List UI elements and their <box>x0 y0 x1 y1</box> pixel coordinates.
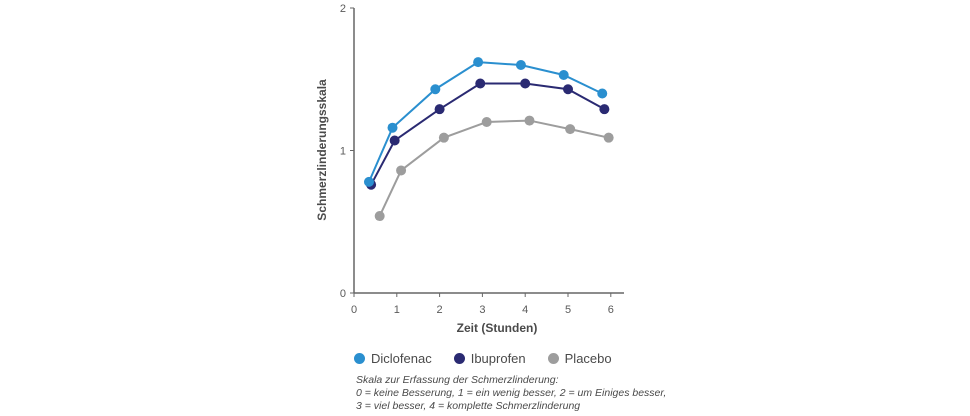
legend-marker-placebo <box>547 353 559 364</box>
series-line-placebo <box>378 119 609 217</box>
data-point-ibuprofen <box>599 104 610 115</box>
legend-label-placebo: Placebo <box>564 351 612 366</box>
x-tick-label: 4 <box>522 304 528 316</box>
data-point-placebo <box>524 115 535 126</box>
scale-note-line-2: 0 = keine Besserung, 1 = ein wenig besse… <box>356 387 667 399</box>
y-tick-label: 1 <box>340 146 346 158</box>
y-tick-label: 2 <box>340 3 346 15</box>
data-point-ibuprofen <box>520 78 531 89</box>
data-point-diclofenac <box>515 60 526 70</box>
data-point-placebo <box>374 211 385 222</box>
ticks: 0 1 2 3 4 5 6 0 1 2 <box>340 3 614 316</box>
data-point-diclofenac <box>387 122 398 133</box>
data-point-placebo <box>481 117 492 127</box>
scale-note: Skala zur Erfassung der Schmerzlinderung… <box>356 374 666 413</box>
series-line-ibuprofen <box>370 82 605 186</box>
x-tick-label: 2 <box>437 304 443 316</box>
legend-label-ibuprofen: Ibuprofen <box>470 351 526 366</box>
data-point-diclofenac <box>558 69 569 80</box>
legend-item-ibuprofen: Ibuprofen <box>453 351 526 366</box>
x-tick-label: 5 <box>565 304 571 316</box>
y-tick-label: 0 <box>340 288 346 300</box>
x-tick-label: 0 <box>351 304 357 316</box>
x-tick-label: 6 <box>608 304 614 316</box>
data-point-diclofenac <box>473 57 484 68</box>
data-point-placebo <box>438 132 449 143</box>
legend: Diclofenac Ibuprofen Placebo <box>354 351 612 366</box>
data-point-diclofenac <box>430 84 441 95</box>
data-point-ibuprofen <box>434 104 445 115</box>
legend-item-placebo: Placebo <box>547 351 612 366</box>
data-point-diclofenac <box>363 176 374 187</box>
legend-label-diclofenac: Diclofenac <box>371 351 432 366</box>
scale-note-line-1: Skala zur Erfassung der Schmerzlinderung… <box>356 374 559 386</box>
data-point-placebo <box>603 132 614 143</box>
legend-marker-diclofenac <box>354 353 365 364</box>
data-point-ibuprofen <box>475 78 486 89</box>
data-point-placebo <box>396 165 407 176</box>
data-point-ibuprofen <box>389 135 400 146</box>
legend-item-diclofenac: Diclofenac <box>354 351 432 366</box>
series-layer <box>363 57 614 222</box>
x-tick-label: 3 <box>479 304 485 316</box>
y-axis-title: Schmerzlinderungsskala <box>315 79 329 221</box>
data-point-ibuprofen <box>563 84 573 95</box>
data-point-diclofenac <box>597 88 608 99</box>
axes <box>353 8 624 294</box>
x-axis-title: Zeit (Stunden) <box>457 321 538 335</box>
data-point-placebo <box>565 124 576 135</box>
legend-marker-ibuprofen <box>453 353 465 364</box>
x-tick-label: 1 <box>394 304 400 316</box>
scale-note-line-3: 3 = viel besser, 4 = komplette Schmerzli… <box>356 400 581 412</box>
